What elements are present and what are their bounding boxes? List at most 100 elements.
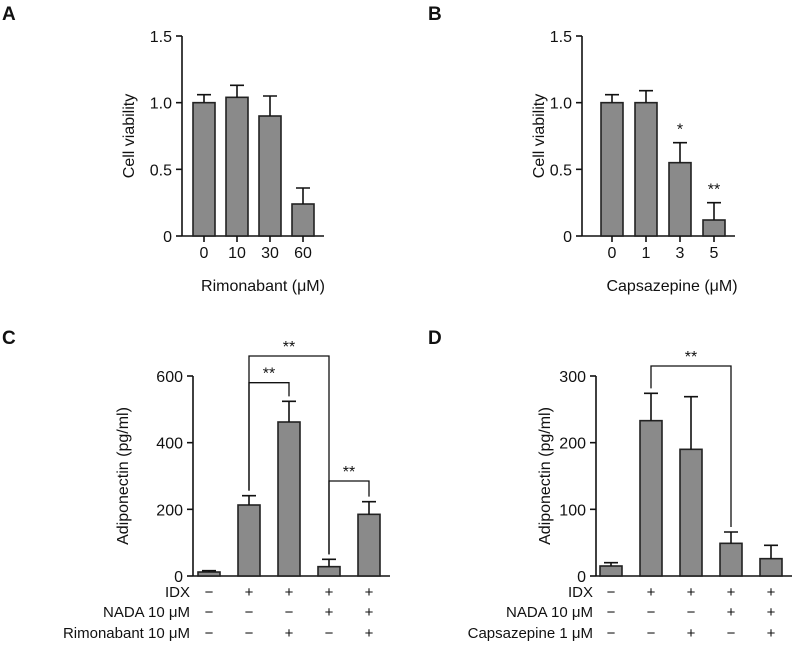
panel-b-x-tick-label: 1 bbox=[642, 245, 651, 262]
panel-d-treatment-label: NADA 10 μM bbox=[506, 604, 593, 621]
panel-a-bar bbox=[258, 115, 282, 237]
panel-d-treatment-sign: − bbox=[647, 604, 656, 621]
panel-a-x-label: Rimonabant (μM) bbox=[201, 278, 325, 295]
panel-b-x-tick-label: 0 bbox=[608, 245, 617, 262]
panel-b-bar bbox=[600, 101, 624, 237]
panel-a-error-bar bbox=[263, 95, 277, 116]
panel-c-treatment-sign: + bbox=[285, 625, 294, 642]
panel-d-treatment-sign: − bbox=[607, 625, 616, 642]
panel-d-treatment-sign: − bbox=[647, 625, 656, 642]
panel-d-treatment-sign: + bbox=[687, 584, 696, 601]
panel-a-chart: 0 0.5 1.0 1.5 Cell viability 0 10 30 60 Rimonaban… bbox=[121, 29, 325, 295]
panel-d-significance-bracket bbox=[650, 365, 732, 527]
panel-a-y-tick-label: 1.0 bbox=[150, 96, 172, 113]
panel-d-y-tick-label: 100 bbox=[559, 502, 586, 519]
panel-c-y-tick-label: 200 bbox=[156, 502, 183, 519]
panel-d-treatment-sign: + bbox=[727, 604, 736, 621]
panel-a-x-tick-label: 60 bbox=[294, 245, 312, 262]
panel-c-treatment-sign: − bbox=[285, 604, 294, 621]
panel-c-treatment-sign: + bbox=[325, 584, 334, 601]
panel-a-y-tick-label: 0 bbox=[163, 229, 172, 246]
panel-c-treatment-sign: − bbox=[245, 625, 254, 642]
panel-c-treatment-sign: − bbox=[245, 604, 254, 621]
panel-c-y-label: Adiponectin (pg/ml) bbox=[115, 407, 132, 545]
panel-c-y-tick-label: 400 bbox=[156, 436, 183, 453]
panel-a-x-tick-label: 0 bbox=[200, 245, 209, 262]
panel-c-bar bbox=[237, 504, 261, 577]
panel-c-error-bar bbox=[202, 569, 216, 572]
panel-b-y-tick-label: 1.5 bbox=[550, 29, 572, 46]
panel-c-treatment-sign: + bbox=[245, 584, 254, 601]
panel-a: A 0 0.5 1.0 1.5 Cell viability 0 10 30 60 Rimonab… bbox=[2, 4, 325, 295]
panel-c-treatment-sign: − bbox=[205, 625, 214, 642]
panel-a-letter: A bbox=[2, 4, 16, 25]
panel-b-bar bbox=[634, 101, 658, 237]
panel-b-bar bbox=[668, 161, 692, 237]
panel-b-y-tick-label: 0.5 bbox=[550, 162, 572, 179]
panel-b-error-bar bbox=[673, 141, 687, 163]
panel-c-error-bar bbox=[322, 558, 336, 567]
panel-c-bracket-label: ** bbox=[343, 464, 355, 481]
panel-d-bar bbox=[599, 565, 623, 577]
panel-b-y-label: Cell viability bbox=[531, 94, 548, 178]
panel-a-error-bar bbox=[296, 187, 310, 204]
panel-d-treatment-sign: − bbox=[727, 625, 736, 642]
panel-b-error-bar bbox=[639, 89, 653, 103]
panel-d-treatment-sign: − bbox=[687, 604, 696, 621]
panel-c-significance-bracket bbox=[248, 382, 290, 491]
panel-d-y-tick-label: 200 bbox=[559, 436, 586, 453]
panel-c-letter: C bbox=[2, 328, 16, 349]
panel-c-y-tick-label: 0 bbox=[174, 569, 183, 586]
panel-c-bar bbox=[197, 571, 221, 577]
panel-b-y-tick-label: 0 bbox=[563, 229, 572, 246]
panel-b-bar bbox=[702, 219, 726, 237]
panel-b-x-tick-label: 5 bbox=[710, 245, 719, 262]
panel-c-bar bbox=[317, 565, 341, 577]
panel-d-treatment-sign: + bbox=[767, 604, 776, 621]
panel-d-treatment-sign: − bbox=[607, 584, 616, 601]
panel-c-treatment-sign: − bbox=[205, 584, 214, 601]
panel-b-letter: B bbox=[428, 4, 442, 25]
panel-d-treatment-sign: + bbox=[767, 625, 776, 642]
panel-c-treatment-label: NADA 10 μM bbox=[103, 604, 190, 621]
panel-a-y-tick-label: 1.5 bbox=[150, 29, 172, 46]
panel-d-y-tick-label: 300 bbox=[559, 369, 586, 386]
panel-d-y-label: Adiponectin (pg/ml) bbox=[537, 407, 554, 545]
panel-d-error-bar bbox=[644, 392, 658, 421]
panel-d-treatment-label: IDX bbox=[568, 584, 593, 601]
panel-a-x-tick-label: 30 bbox=[261, 245, 279, 262]
panel-a-error-bar bbox=[230, 84, 244, 98]
panel-c-bar bbox=[357, 513, 381, 577]
panel-d-treatment-sign: − bbox=[607, 604, 616, 621]
panel-c-bar bbox=[277, 421, 301, 577]
panel-c-treatment-label: Rimonabant 10 μM bbox=[63, 625, 190, 642]
panel-d-y-tick-label: 0 bbox=[577, 569, 586, 586]
panel-a-error-bar bbox=[197, 93, 211, 103]
panel-c-treatment-sign: + bbox=[325, 604, 334, 621]
panel-b-x-tick-label: 3 bbox=[676, 245, 685, 262]
panel-c-treatment-sign: + bbox=[365, 584, 374, 601]
panel-c-treatment-label: IDX bbox=[165, 584, 190, 601]
panel-c-treatment-sign: − bbox=[325, 625, 334, 642]
panel-c-error-bar bbox=[282, 400, 296, 422]
panel-a-x-tick-label: 10 bbox=[228, 245, 246, 262]
panel-d-bar bbox=[719, 542, 743, 577]
panel-d-bar bbox=[639, 419, 663, 577]
panel-d-letter: D bbox=[428, 328, 442, 349]
panel-b-significance-label: * bbox=[677, 122, 683, 139]
panel-a-y-tick-label: 0.5 bbox=[150, 162, 172, 179]
panel-b-significance-label: ** bbox=[708, 182, 720, 199]
panel-d-error-bar bbox=[724, 531, 738, 544]
panel-b-error-bar bbox=[707, 201, 721, 220]
panel-c-treatment-sign: + bbox=[365, 604, 374, 621]
panel-a-y-label: Cell viability bbox=[121, 94, 138, 178]
panel-d-error-bar bbox=[604, 561, 618, 566]
panel-a-bar bbox=[192, 101, 216, 237]
panel-d-treatment-label: Capsazepine 1 μM bbox=[468, 625, 593, 642]
panel-d-bracket-label: ** bbox=[685, 349, 697, 366]
panel-d-treatment-sign: + bbox=[727, 584, 736, 601]
panel-d-treatment-sign: + bbox=[767, 584, 776, 601]
